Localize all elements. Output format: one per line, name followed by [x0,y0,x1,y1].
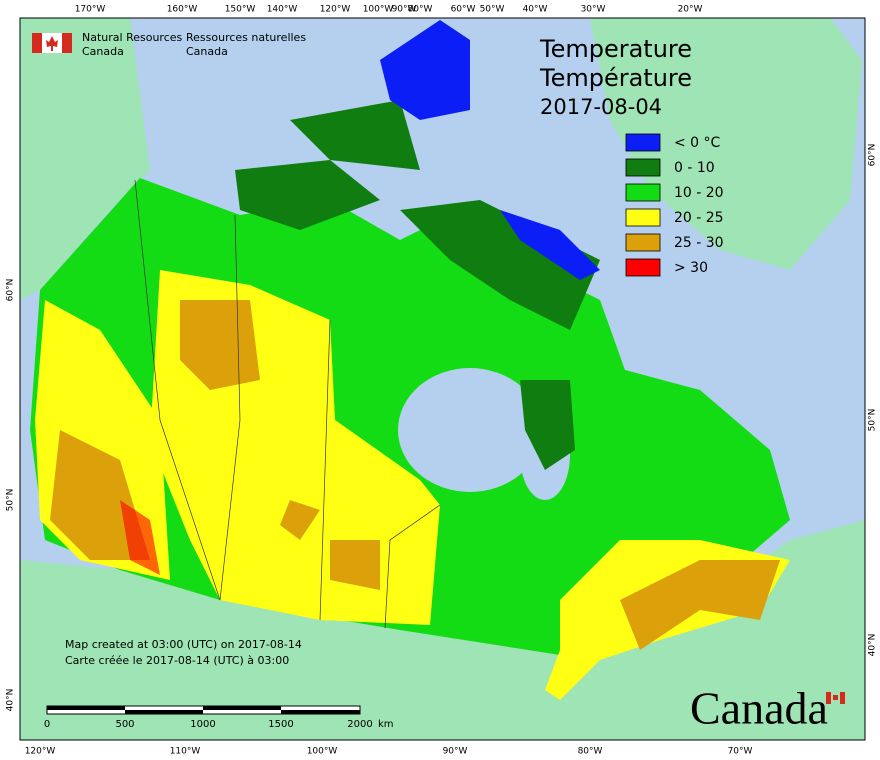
flag [32,33,72,53]
title-fr: Température [539,64,692,92]
left-lat-label: 60°N [6,279,16,302]
bottom-lon-label: 90°W [443,747,468,757]
top-lon-label: 80°W [408,5,433,15]
left-lat-label: 50°N [6,489,16,512]
legend-label: < 0 °C [674,135,721,151]
basemap [19,17,866,741]
top-lon-label: 20°W [678,5,703,15]
top-lon-label: 90°W [392,5,417,15]
legend-swatch [625,258,661,277]
org-fr: Ressources naturelles [186,31,306,44]
legend-swatch [625,208,661,227]
top-lon-label: 140°W [267,5,298,15]
bottom-lon-label: 120°W [25,747,56,757]
note-en: Map created at 03:00 (UTC) on 2017-08-14 [65,638,302,651]
bottom-lon-label: 110°W [170,747,201,757]
top-lon-label: 30°W [581,5,606,15]
left-lat-label: 40°N [6,689,16,712]
legend-label: 10 - 20 [674,185,724,201]
title-date: 2017-08-04 [540,95,662,119]
scale-bar [46,705,361,715]
right-lat-label: 60°N [868,144,878,167]
org-en: Natural Resources [82,31,183,44]
scale-label: 2000 [347,719,372,730]
scale-label: 0 [44,719,50,730]
top-lon-label: 100°W [363,5,394,15]
scale-unit: km [378,719,394,730]
legend-swatch [625,183,661,202]
bottom-lon-label: 80°W [578,747,603,757]
org-fr-2: Canada [186,45,228,58]
top-lon-label: 160°W [167,5,198,15]
right-lat-label: 50°N [868,409,878,432]
note-fr: Carte créée le 2017-08-14 (UTC) à 03:00 [65,654,289,667]
bottom-lon-label: 100°W [307,747,338,757]
top-lon-label: 170°W [75,5,106,15]
scale-label: 500 [115,719,134,730]
legend-label: > 30 [674,260,708,276]
top-lon-label: 50°W [480,5,505,15]
legend-swatch [625,158,661,177]
wordmark: Canada [690,683,828,734]
legend-label: 0 - 10 [674,160,715,176]
scale-label: 1000 [190,719,215,730]
top-lon-label: 40°W [523,5,548,15]
legend-swatch [625,233,661,252]
org-en-2: Canada [82,45,124,58]
legend-label: 25 - 30 [674,235,724,251]
top-lon-label: 150°W [225,5,256,15]
title-en: Temperature [539,35,692,63]
scale-label: 1500 [268,719,293,730]
legend-label: 20 - 25 [674,210,724,226]
wordmark-flag [826,692,845,704]
legend-swatch [625,133,661,152]
bottom-lon-label: 70°W [728,747,753,757]
top-lon-label: 60°W [451,5,476,15]
top-lon-label: 120°W [320,5,351,15]
right-lat-label: 40°N [868,634,878,657]
